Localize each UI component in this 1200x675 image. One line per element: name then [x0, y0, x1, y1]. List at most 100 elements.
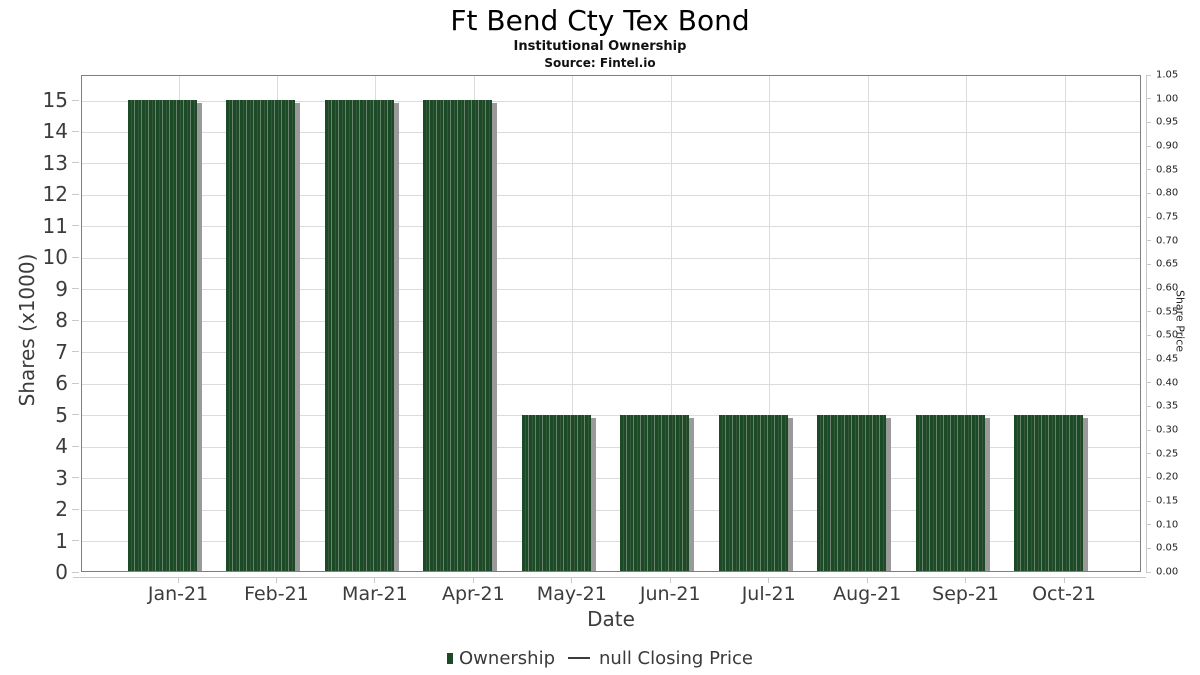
left-axis-tick [72, 540, 79, 542]
right-axis-tick-label: 0.35 [1156, 400, 1179, 412]
right-axis-tick [1146, 571, 1151, 573]
v-gridline [769, 76, 771, 571]
legend: Ownership null Closing Price [0, 644, 1200, 672]
right-axis-tick-label: 0.85 [1156, 164, 1179, 176]
bar [521, 414, 596, 571]
left-axis-tick-label: 14 [42, 119, 68, 144]
right-axis-tick [1146, 500, 1151, 502]
right-axis-tick [1146, 476, 1151, 478]
right-axis-tick [1146, 145, 1151, 147]
right-axis-tick-label: 0.30 [1156, 424, 1179, 436]
left-axis-tick-label: 3 [55, 465, 68, 490]
h-gridline [82, 478, 1140, 480]
plot-area [81, 75, 1141, 572]
h-gridline [82, 131, 1140, 133]
left-axis-tick [72, 477, 79, 479]
x-axis-tick [374, 577, 376, 583]
chart-title: Ft Bend Cty Tex Bond [450, 4, 750, 37]
x-axis-tick-label: Jan-21 [147, 583, 209, 605]
legend-price-label: null Closing Price [599, 647, 753, 669]
x-axis-tick-label: Jul-21 [741, 583, 796, 605]
x-axis-tick-label: Jun-21 [639, 583, 701, 605]
bottom-axis-spine [73, 577, 1146, 578]
bar [128, 100, 202, 571]
right-axis-tick [1146, 216, 1151, 218]
right-axis-tick-label: 0.05 [1156, 542, 1179, 554]
right-axis-tick-label: 0.10 [1156, 519, 1179, 531]
left-axis-tick [72, 571, 79, 573]
right-axis-tick-label: 0.25 [1156, 448, 1179, 460]
h-gridline [82, 541, 1140, 543]
x-axis-tick [472, 577, 474, 583]
x-axis-tick-label: Mar-21 [342, 583, 408, 605]
right-axis-tick-label: 0.20 [1156, 471, 1179, 483]
v-gridline [966, 76, 968, 571]
x-axis-tick [177, 577, 179, 583]
bar-shadow [590, 417, 596, 571]
right-axis-spine [1146, 75, 1147, 572]
x-axis-tick-label: Apr-21 [442, 583, 505, 605]
bar [915, 414, 990, 571]
x-axis-tick [1063, 577, 1065, 583]
right-axis-tick-label: 0.95 [1156, 116, 1179, 128]
bar [226, 100, 301, 571]
left-axis-tick [72, 193, 79, 195]
x-axis-tick [571, 577, 573, 583]
right-axis-tick [1146, 524, 1151, 526]
left-axis-tick-label: 5 [55, 402, 68, 427]
right-axis-tick [1146, 358, 1151, 360]
left-axis-tick [72, 99, 79, 101]
chart-header: Ft Bend Cty Tex Bond Institutional Owner… [0, 4, 1200, 71]
bar-shadow [984, 417, 990, 571]
left-axis-tick [72, 256, 79, 258]
left-axis-tick-label: 4 [55, 434, 68, 459]
right-axis-tick-label: 0.00 [1156, 566, 1179, 578]
v-gridline [572, 76, 574, 571]
h-gridline [82, 415, 1140, 417]
left-axis-tick-label: 8 [55, 308, 68, 333]
h-gridline [82, 352, 1140, 354]
left-axis-tick-label: 12 [42, 182, 68, 207]
x-axis-tick-label: May-21 [536, 583, 607, 605]
left-axis-tick [72, 445, 79, 447]
chart-subtitle: Institutional Ownership [513, 39, 687, 54]
left-axis-tick-label: 2 [55, 497, 68, 522]
right-axis-tick [1146, 334, 1151, 336]
legend-ownership-label: Ownership [459, 647, 556, 669]
x-axis-tick-label: Sep-21 [932, 583, 1000, 605]
bar [817, 414, 892, 571]
right-axis-tick-label: 0.65 [1156, 258, 1179, 270]
right-axis-tick-label: 0.15 [1156, 495, 1179, 507]
bar-shadow [886, 417, 892, 571]
price-line-marker-icon [568, 657, 591, 659]
right-axis-tick [1146, 169, 1151, 171]
right-axis-tick [1146, 429, 1151, 431]
v-gridline [1064, 76, 1066, 571]
right-axis-tick-label: 0.60 [1156, 282, 1179, 294]
left-axis-tick-label: 15 [42, 88, 68, 112]
h-gridline [82, 226, 1140, 228]
bar [324, 100, 399, 571]
right-axis-tick-label: 0.75 [1156, 211, 1179, 223]
left-axis-tick [72, 225, 79, 227]
left-axis-tick [72, 319, 79, 321]
left-axis-tick-label: 10 [42, 245, 68, 270]
right-axis-tick-label: 0.55 [1156, 306, 1179, 318]
h-gridline [82, 257, 1140, 259]
bar-shadow [197, 103, 202, 571]
bar [1014, 414, 1089, 571]
bar-shadow [787, 417, 793, 571]
h-gridline [82, 194, 1140, 196]
right-axis-tick [1146, 240, 1151, 242]
right-axis-tick [1146, 547, 1151, 549]
bar-shadow [393, 103, 399, 571]
v-gridline [670, 76, 672, 571]
right-axis-tick [1146, 192, 1151, 194]
right-axis-tick-label: 1.00 [1156, 93, 1179, 105]
right-axis-tick-label: 0.80 [1156, 187, 1179, 199]
left-axis-tick-label: 1 [55, 528, 68, 553]
left-axis-tick [72, 130, 79, 132]
right-axis-tick [1146, 121, 1151, 123]
x-axis-tick [768, 577, 770, 583]
left-axis-tick-label: 7 [55, 339, 68, 364]
